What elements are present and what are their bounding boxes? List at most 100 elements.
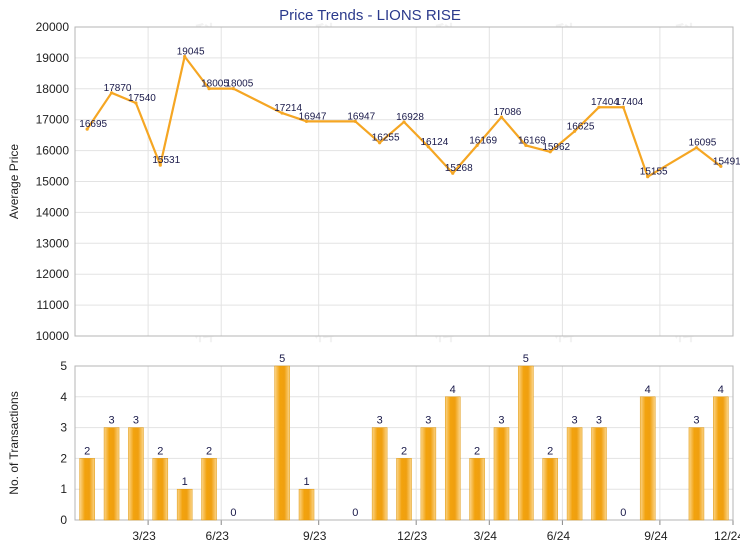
y-tick-label: 18000 (36, 82, 70, 96)
price-data-label: 18005 (201, 79, 229, 90)
transaction-bar (444, 396, 461, 521)
transaction-bar (371, 427, 388, 521)
transaction-bar (274, 365, 290, 521)
price-data-label: 17404 (591, 97, 619, 108)
transaction-data-label: 5 (279, 353, 285, 365)
transaction-bar (420, 427, 437, 521)
transaction-bar (542, 458, 558, 521)
transaction-bar (79, 458, 95, 521)
x-tick-label: 12/24 (714, 529, 740, 543)
transaction-data-label: 3 (572, 415, 578, 427)
transaction-bar (639, 396, 656, 521)
x-tick-label: 9/24 (644, 529, 668, 543)
price-data-label: 16928 (396, 112, 424, 123)
transaction-bar (152, 458, 169, 521)
price-data-label: 16169 (518, 135, 546, 146)
x-tick-label: 12/23 (397, 529, 427, 543)
top-plot-border (74, 26, 734, 337)
y-tick-label: 1 (60, 482, 67, 496)
price-data-label: 15962 (542, 142, 570, 153)
price-point (109, 91, 114, 95)
price-data-label: 16124 (420, 137, 448, 148)
chart-title: Price Trends - LIONS RISE (279, 7, 461, 24)
price-point (134, 101, 138, 105)
y-tick-label: 2 (60, 451, 67, 465)
transaction-data-label: 2 (84, 445, 90, 457)
price-point (572, 129, 577, 133)
transaction-data-label: 3 (377, 415, 383, 427)
price-data-label: 16255 (372, 133, 400, 144)
x-tick-label: 6/24 (547, 529, 571, 543)
price-point (621, 105, 625, 109)
price-data-label: 17404 (615, 97, 643, 108)
transaction-data-label: 3 (498, 415, 504, 427)
y-tick-label: 16000 (36, 144, 70, 158)
price-point (524, 143, 528, 147)
price-data-label: 16169 (469, 135, 497, 146)
price-data-label: 16625 (567, 121, 595, 132)
y-tick-label: 17000 (36, 113, 70, 127)
price-point (694, 146, 699, 150)
x-tick-label: 3/24 (474, 529, 498, 543)
y-tick-label: 10000 (36, 329, 70, 343)
price-point (183, 54, 187, 59)
transaction-bar (396, 458, 412, 521)
y-tick-label: 5 (60, 359, 67, 373)
transaction-bar (176, 488, 193, 521)
y-tick-label: 13000 (36, 236, 70, 250)
transaction-data-label: 4 (718, 384, 724, 396)
price-point (304, 119, 309, 123)
price-point (597, 105, 601, 109)
transaction-data-label: 2 (401, 445, 407, 457)
price-data-label: 16095 (689, 138, 717, 149)
transaction-bar (103, 427, 120, 521)
transaction-data-label: 4 (645, 384, 651, 396)
price-data-label: 17870 (104, 83, 132, 94)
y-tick-label: 11000 (37, 298, 70, 312)
transaction-bar (128, 427, 144, 521)
transaction-bar (298, 488, 315, 521)
transaction-data-label: 3 (596, 415, 602, 427)
transaction-data-label: 1 (182, 476, 188, 488)
x-tick-label: 9/23 (303, 529, 327, 543)
price-point (402, 120, 406, 124)
y-tick-label: 0 (60, 513, 67, 527)
price-data-label: 17086 (494, 107, 522, 118)
x-tick-label: 3/23 (132, 529, 156, 543)
transaction-bar (493, 427, 510, 521)
price-data-label: 18005 (226, 79, 254, 90)
price-data-label: 17540 (128, 93, 156, 104)
y-tick-label: 12000 (36, 267, 70, 281)
transaction-bar (201, 458, 217, 521)
price-data-label: 19045 (177, 47, 205, 58)
price-data-label: 15531 (152, 155, 180, 166)
price-point (499, 115, 504, 119)
price-point (378, 141, 382, 145)
transaction-data-label: 3 (133, 415, 139, 427)
transaction-data-label: 2 (157, 445, 163, 457)
price-point (231, 87, 236, 91)
price-data-label: 15155 (640, 167, 668, 178)
transaction-data-label: 3 (425, 415, 431, 427)
y-tick-label: 4 (60, 390, 67, 404)
transaction-data-label: 0 (620, 507, 626, 519)
price-point (85, 127, 89, 131)
transaction-bar (688, 427, 705, 521)
transaction-bar (518, 365, 534, 521)
price-data-label: 16947 (299, 111, 327, 122)
transaction-data-label: 2 (547, 445, 553, 457)
transaction-data-label: 2 (474, 445, 480, 457)
transaction-data-label: 0 (230, 507, 236, 519)
y-tick-label: 14000 (36, 205, 70, 219)
x-tick-label: 6/23 (206, 529, 230, 543)
transaction-data-label: 3 (693, 415, 699, 427)
price-point (158, 163, 162, 167)
price-point (280, 111, 284, 115)
transaction-data-label: 2 (206, 445, 212, 457)
price-point (719, 164, 723, 168)
y-tick-label: 20000 (36, 20, 70, 34)
y-axis-title: No. of Transactions (7, 391, 21, 494)
transaction-data-label: 5 (523, 353, 529, 365)
